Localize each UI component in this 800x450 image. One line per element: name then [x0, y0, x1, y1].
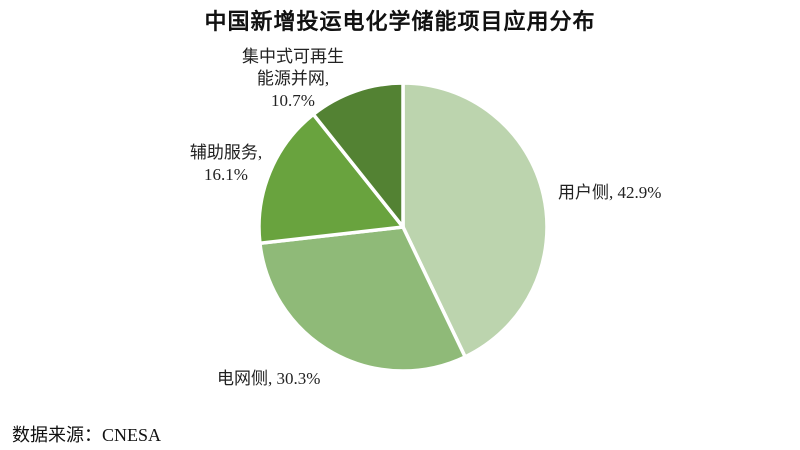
pie-slice-grid-side — [258, 225, 467, 373]
pie-label-ancillary-services: 辅助服务, 16.1% — [189, 143, 263, 184]
pie-slice-centralized-renewable — [311, 81, 405, 229]
pie-label-grid-side: 电网侧, 30.3% — [217, 369, 321, 388]
pie-slice-user-side — [401, 81, 549, 359]
pie-label-centralized-renewable: 集中式可再生 能源并网, 10.7% — [242, 47, 344, 110]
pie-label-user-side: 用户侧, 42.9% — [558, 183, 662, 202]
data-source-note: 数据来源：CNESA — [12, 425, 162, 445]
pie-slice-ancillary-services — [257, 112, 405, 245]
chart-title: 中国新增投运电化学储能项目应用分布 — [204, 9, 596, 34]
